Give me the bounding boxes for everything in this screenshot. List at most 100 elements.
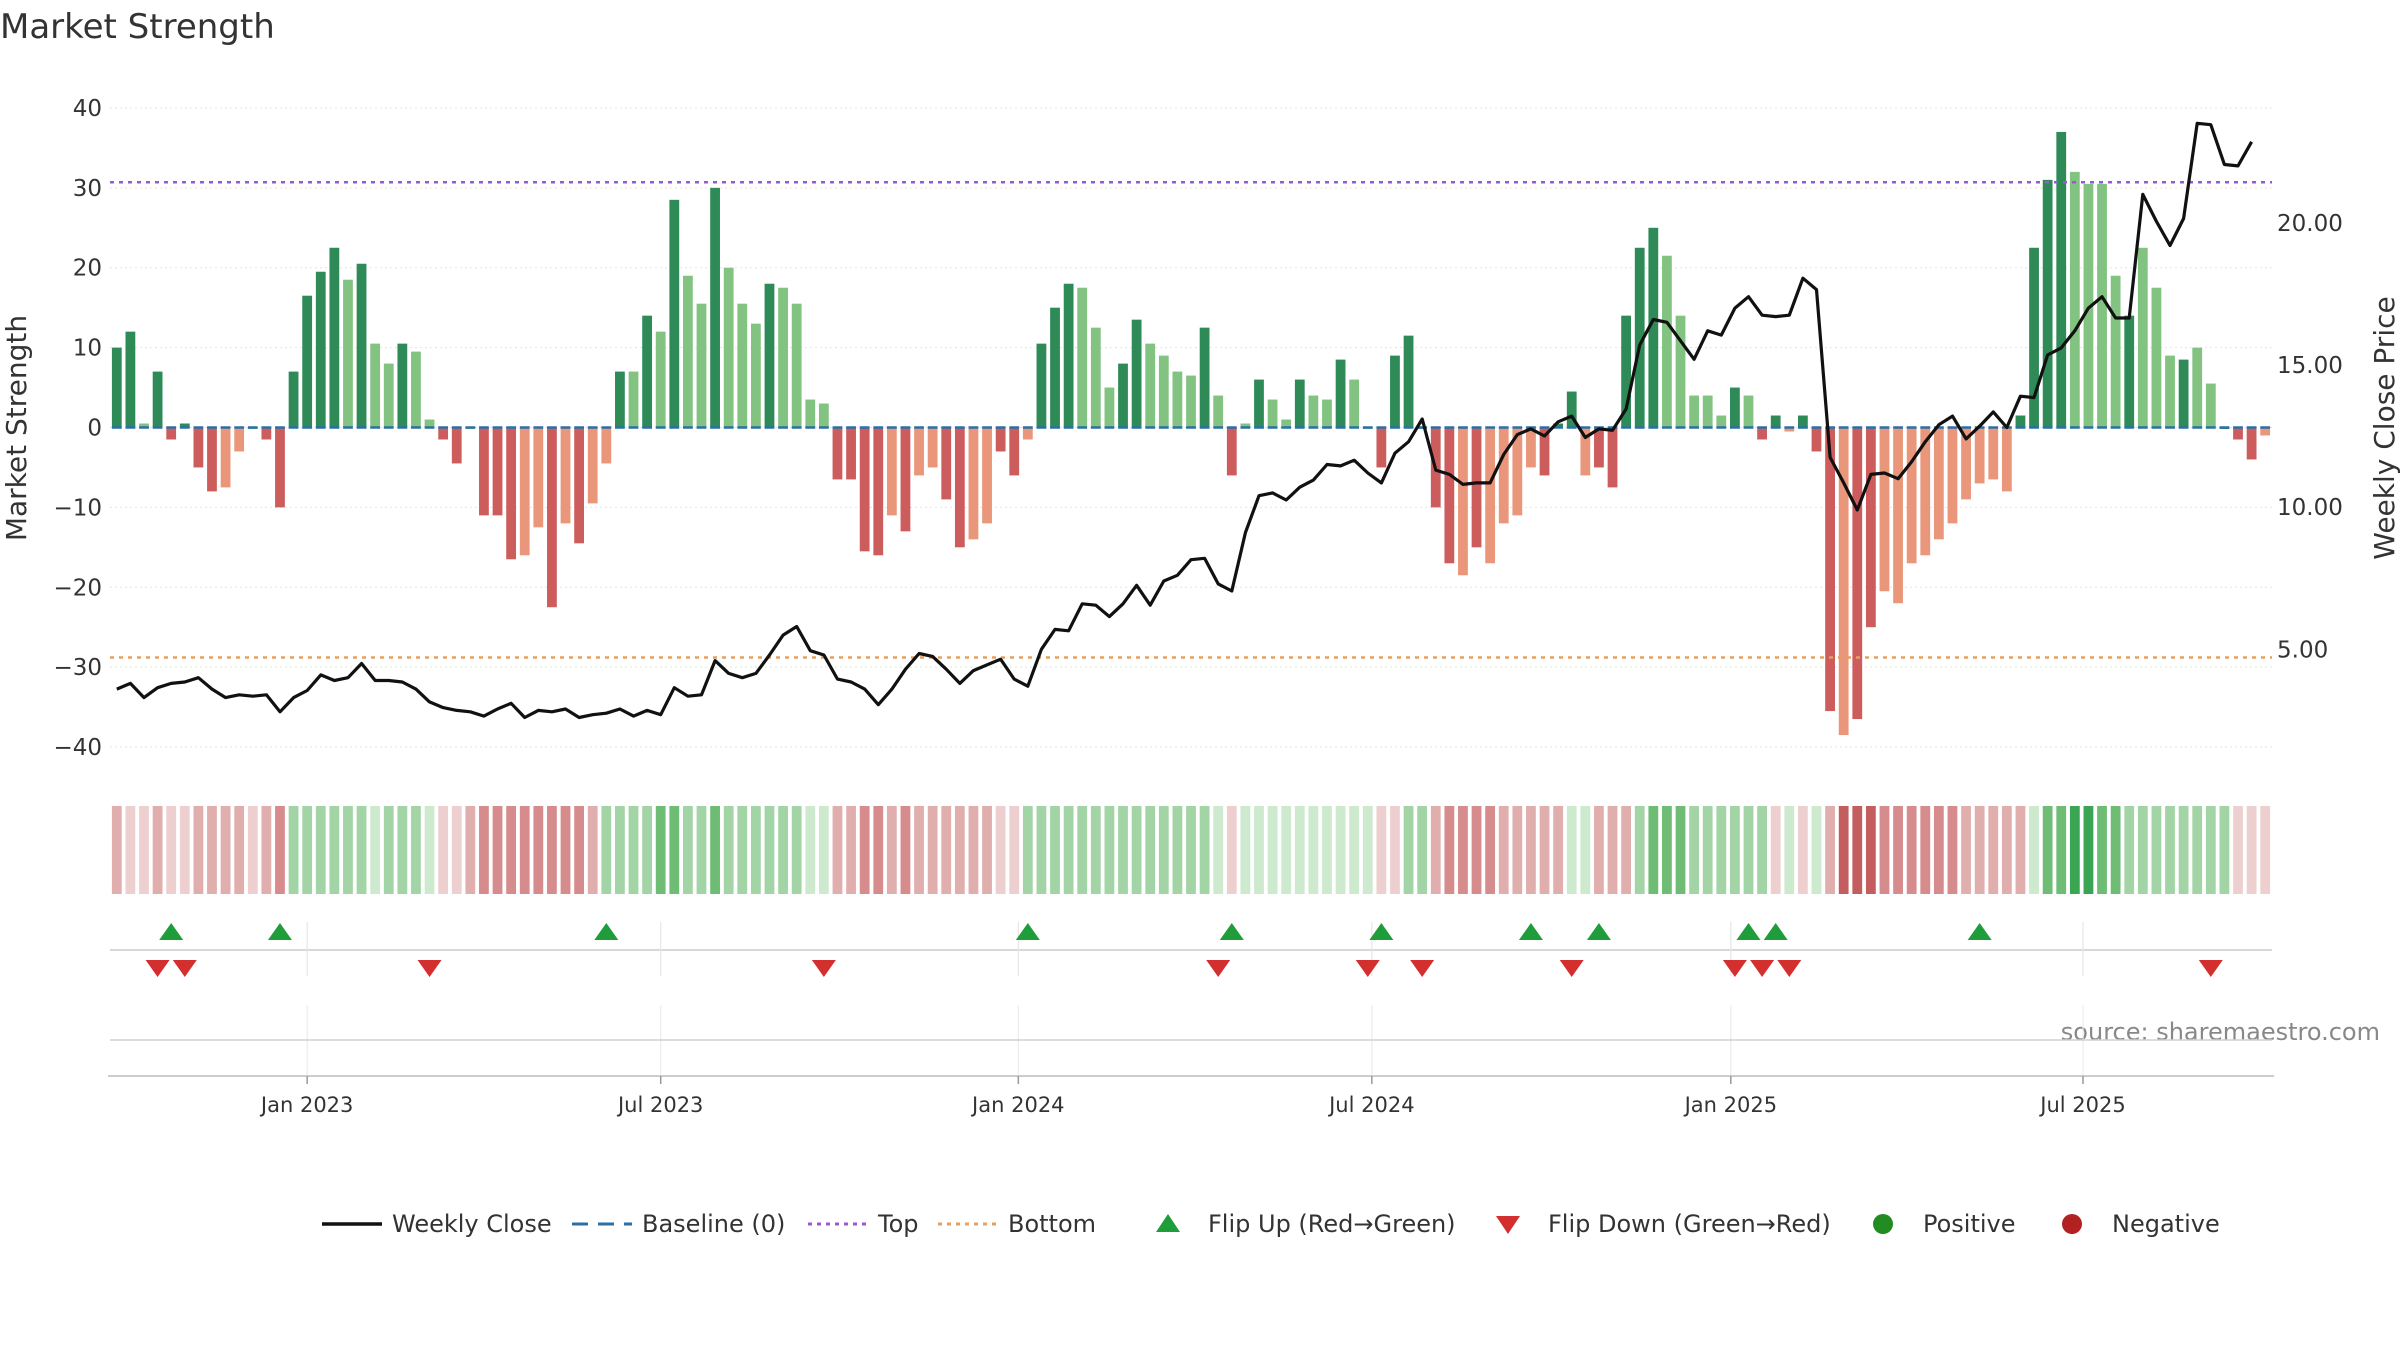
legend-entry-4: Flip Up (Red→Green) (1156, 1210, 1456, 1238)
strength-bar-47 (750, 323, 761, 428)
heat-cell-79 (1186, 806, 1196, 894)
strength-bar-54 (846, 427, 856, 480)
heat-cell-34 (574, 806, 585, 894)
heat-cell-23 (424, 806, 435, 894)
strength-bar-12 (275, 427, 285, 508)
heat-cell-72 (1090, 806, 1101, 894)
flip-down-marker-1 (172, 960, 197, 977)
heat-cell-134 (1933, 806, 1944, 894)
strength-bar-153 (2192, 347, 2203, 428)
heat-cell-108 (1580, 806, 1591, 894)
heat-cell-10 (247, 806, 258, 894)
strength-bar-109 (1594, 427, 1604, 468)
strength-bar-128 (1852, 427, 1863, 720)
heat-cell-43 (696, 806, 707, 894)
flip-up-marker-0 (159, 923, 184, 940)
heat-cell-60 (927, 806, 938, 894)
strength-bar-113 (1648, 227, 1659, 428)
heat-cell-6 (193, 806, 204, 894)
heat-cell-89 (1322, 806, 1332, 894)
y-tick-right-3: 20.00 (2277, 211, 2343, 237)
strength-bar-93 (1376, 427, 1387, 468)
legend-swatch-negative (2062, 1214, 2082, 1234)
strength-bar-143 (2056, 131, 2067, 428)
heat-cell-82 (1226, 806, 1237, 894)
heat-cell-106 (1553, 806, 1564, 894)
strength-bar-147 (2110, 275, 2121, 428)
heat-cell-143 (2056, 806, 2067, 894)
y-tick-right-2: 15.00 (2277, 353, 2343, 379)
legend-label-1: Baseline (0) (642, 1210, 785, 1238)
source-note: source: sharemaestro.com (2061, 1018, 2380, 1046)
strength-bar-78 (1172, 371, 1183, 428)
heat-cell-8 (220, 806, 231, 894)
heat-cell-148 (2124, 806, 2135, 894)
strength-bar-106 (1553, 423, 1564, 428)
heat-cell-9 (234, 806, 245, 894)
heat-cell-17 (343, 806, 353, 894)
strength-bar-85 (1267, 399, 1278, 428)
legend-label-0: Weekly Close (392, 1210, 552, 1238)
strength-bar-84 (1254, 379, 1264, 428)
strength-bar-1 (125, 331, 136, 428)
strength-bar-133 (1920, 427, 1931, 556)
strength-bar-118 (1716, 415, 1727, 428)
strength-bar-42 (682, 275, 693, 428)
heat-cell-5 (179, 806, 190, 894)
strength-bar-43 (696, 303, 707, 428)
heat-cell-135 (1947, 806, 1958, 894)
strength-bar-101 (1485, 427, 1496, 564)
heat-cell-142 (2042, 806, 2053, 894)
x-tick-label-0: Jan 2023 (259, 1093, 354, 1117)
heat-cell-67 (1022, 806, 1033, 894)
strength-bar-35 (587, 427, 598, 504)
strength-bar-73 (1104, 387, 1115, 428)
strength-bar-55 (859, 427, 870, 552)
flip-down-marker-3 (811, 960, 836, 977)
heat-cell-39 (642, 806, 652, 894)
strength-bar-20 (383, 363, 394, 428)
legend-entry-0: Weekly Close (322, 1210, 552, 1238)
legend-swatch-positive (1873, 1214, 1893, 1234)
heat-cell-122 (1770, 806, 1781, 894)
strength-bar-102 (1498, 427, 1509, 524)
heat-cell-88 (1308, 806, 1319, 894)
y-tick-left-6: 20 (73, 256, 102, 282)
y-tick-left-3: −10 (53, 495, 102, 521)
strength-bar-91 (1349, 379, 1360, 428)
y-ticks-left: −40 −30 −20 −10 0 10 20 30 40 (53, 96, 102, 761)
heat-cell-14 (302, 806, 313, 894)
legend-entry-2: Top (808, 1210, 919, 1238)
strength-bar-65 (995, 427, 1006, 452)
strength-bar-13 (288, 371, 299, 428)
strength-bar-126 (1825, 427, 1835, 712)
heat-cell-41 (669, 806, 680, 894)
heat-cell-42 (682, 806, 693, 894)
heat-cell-78 (1172, 806, 1183, 894)
strength-bar-36 (601, 427, 612, 464)
heat-cell-40 (655, 806, 666, 894)
strength-bar-61 (941, 427, 952, 500)
strength-bar-15 (315, 271, 326, 428)
strength-bar-68 (1036, 343, 1047, 428)
heat-cell-4 (166, 806, 177, 894)
strength-bar-135 (1947, 427, 1958, 524)
heat-cell-11 (261, 806, 272, 894)
heat-cell-73 (1104, 806, 1115, 894)
y-tick-right-1: 10.00 (2277, 495, 2343, 521)
heat-cell-140 (2015, 806, 2026, 894)
heat-cell-59 (914, 806, 924, 894)
strength-bar-16 (329, 247, 340, 428)
strength-bar-28 (492, 427, 503, 516)
heat-cell-24 (438, 806, 449, 894)
heat-cell-63 (968, 806, 979, 894)
heat-cell-156 (2233, 806, 2243, 894)
heat-cell-113 (1648, 806, 1659, 894)
flip-up-marker-7 (1586, 923, 1611, 940)
flip-down-marker-4 (1206, 960, 1231, 977)
strength-bar-52 (818, 403, 829, 428)
heat-cell-105 (1539, 806, 1550, 894)
heat-cell-46 (737, 806, 748, 894)
strength-bar-64 (982, 427, 992, 524)
